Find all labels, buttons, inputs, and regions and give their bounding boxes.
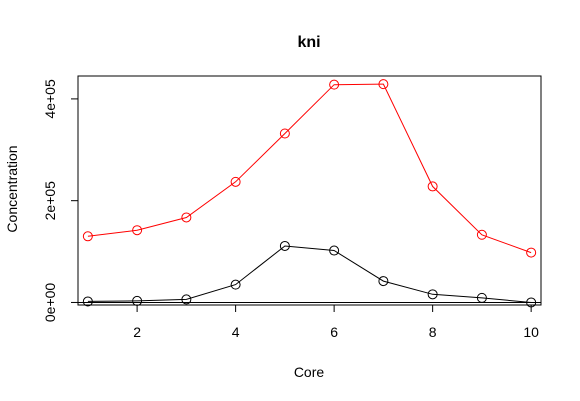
series-line-1 (88, 246, 531, 303)
x-tick-label: 8 (429, 324, 437, 340)
y-axis-label: Concentration (4, 145, 20, 232)
x-tick-label: 2 (133, 324, 141, 340)
y-tick-label: 0e+00 (42, 283, 58, 323)
y-tick-label: 2e+05 (42, 181, 58, 221)
x-tick-label: 6 (330, 324, 338, 340)
x-axis-label: Core (294, 364, 325, 380)
series-line-0 (88, 84, 531, 253)
y-tick-label: 4e+05 (42, 79, 58, 119)
series-point-0-9 (527, 248, 536, 257)
x-tick-label: 10 (523, 324, 539, 340)
chart-title: kni (297, 34, 320, 51)
x-tick-label: 4 (232, 324, 240, 340)
plot-frame (78, 76, 541, 305)
